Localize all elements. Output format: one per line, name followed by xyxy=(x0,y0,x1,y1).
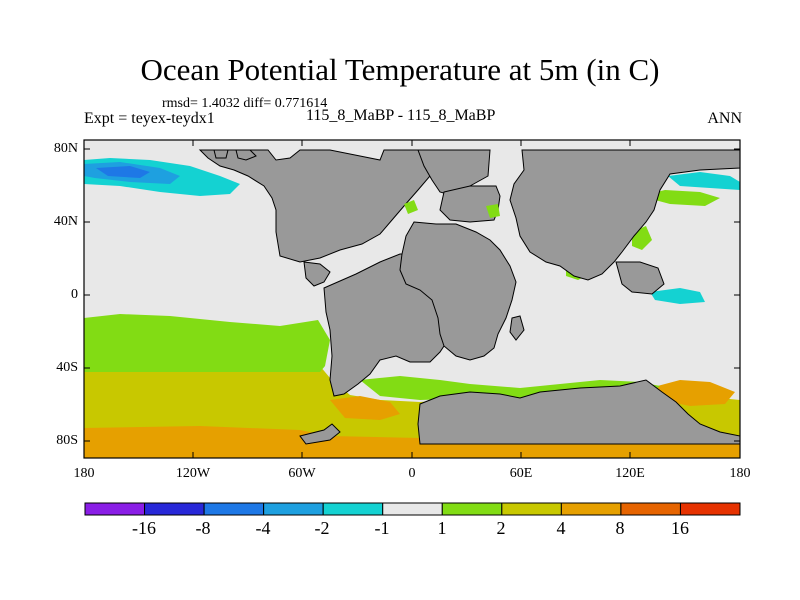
cold-west-pacific xyxy=(650,288,705,304)
land-antarctica-west xyxy=(299,423,341,445)
colorbar-swatch xyxy=(263,502,324,516)
colorbar-swatch xyxy=(144,502,205,516)
map-panel xyxy=(83,139,741,459)
colorbar-label: 16 xyxy=(671,518,689,538)
tick-marks xyxy=(83,140,741,458)
x-tick-label: 180 xyxy=(73,466,95,481)
chart-title: Ocean Potential Temperature at 5m (in C) xyxy=(140,52,660,87)
land-antarctica-east xyxy=(417,379,741,445)
colorbar-swatch xyxy=(560,502,622,516)
land-madagascar xyxy=(509,315,525,341)
land-southeast-asia xyxy=(615,261,665,295)
x-tick-label: 120E xyxy=(615,466,645,481)
land-north-america xyxy=(198,149,441,263)
y-tick-label: 80N xyxy=(53,141,78,156)
x-tick-label: 120W xyxy=(175,466,211,481)
south-atlantic-orange xyxy=(330,396,400,420)
southern-orange-band xyxy=(84,426,740,458)
colorbar xyxy=(84,502,741,516)
colorbar-label: -4 xyxy=(255,518,271,538)
colorbar-label: 4 xyxy=(556,518,566,538)
colorbar-swatch xyxy=(382,502,443,516)
x-tick-label: 180 xyxy=(729,466,751,481)
cold-east-pacific xyxy=(668,172,740,190)
x-tick-label: 60E xyxy=(509,466,533,481)
colorbar-label: -2 xyxy=(314,518,330,538)
colorbar-label: 1 xyxy=(437,518,447,538)
x-tick-label: 60W xyxy=(288,466,316,481)
colorbar-label: 8 xyxy=(615,518,625,538)
colorbar-label: -1 xyxy=(374,518,390,538)
season-label: ANN xyxy=(707,110,742,127)
colorbar-swatch xyxy=(679,502,741,516)
y-tick-label: 40N xyxy=(53,214,78,229)
y-tick-label: 40S xyxy=(56,360,78,375)
experiment-label: Expt = teyex-teydx1 xyxy=(84,110,215,127)
green-patch-north-pacific xyxy=(640,190,720,206)
colorbar-label: -8 xyxy=(195,518,211,538)
stats-text: rmsd= 1.4032 diff= 0.771614 xyxy=(162,96,328,111)
case-label: 115_8_MaBP - 115_8_MaBP xyxy=(306,107,496,124)
green-patch-gulf xyxy=(404,200,418,214)
colorbar-swatch xyxy=(84,502,146,516)
south-pacific-green xyxy=(84,314,330,372)
land-asia xyxy=(509,149,741,281)
y-tick-label: 0 xyxy=(71,287,78,302)
x-tick-label: 0 xyxy=(408,466,416,481)
colorbar-swatch xyxy=(322,502,384,516)
colorbar-swatch xyxy=(501,502,562,516)
land-masses xyxy=(198,149,741,445)
colorbar-swatch xyxy=(203,502,265,516)
y-tick-label: 80S xyxy=(56,433,78,448)
colorbar-label: 2 xyxy=(496,518,506,538)
land-arctic-islands xyxy=(213,149,257,161)
colorbar-label: -16 xyxy=(132,518,156,538)
green-patch-mediterranean xyxy=(486,204,500,218)
colorbar-swatch xyxy=(620,502,681,516)
colorbar-swatch xyxy=(441,502,503,516)
land-central-america xyxy=(303,261,331,287)
coldest-north-pacific xyxy=(96,166,150,178)
land-africa xyxy=(399,221,517,361)
